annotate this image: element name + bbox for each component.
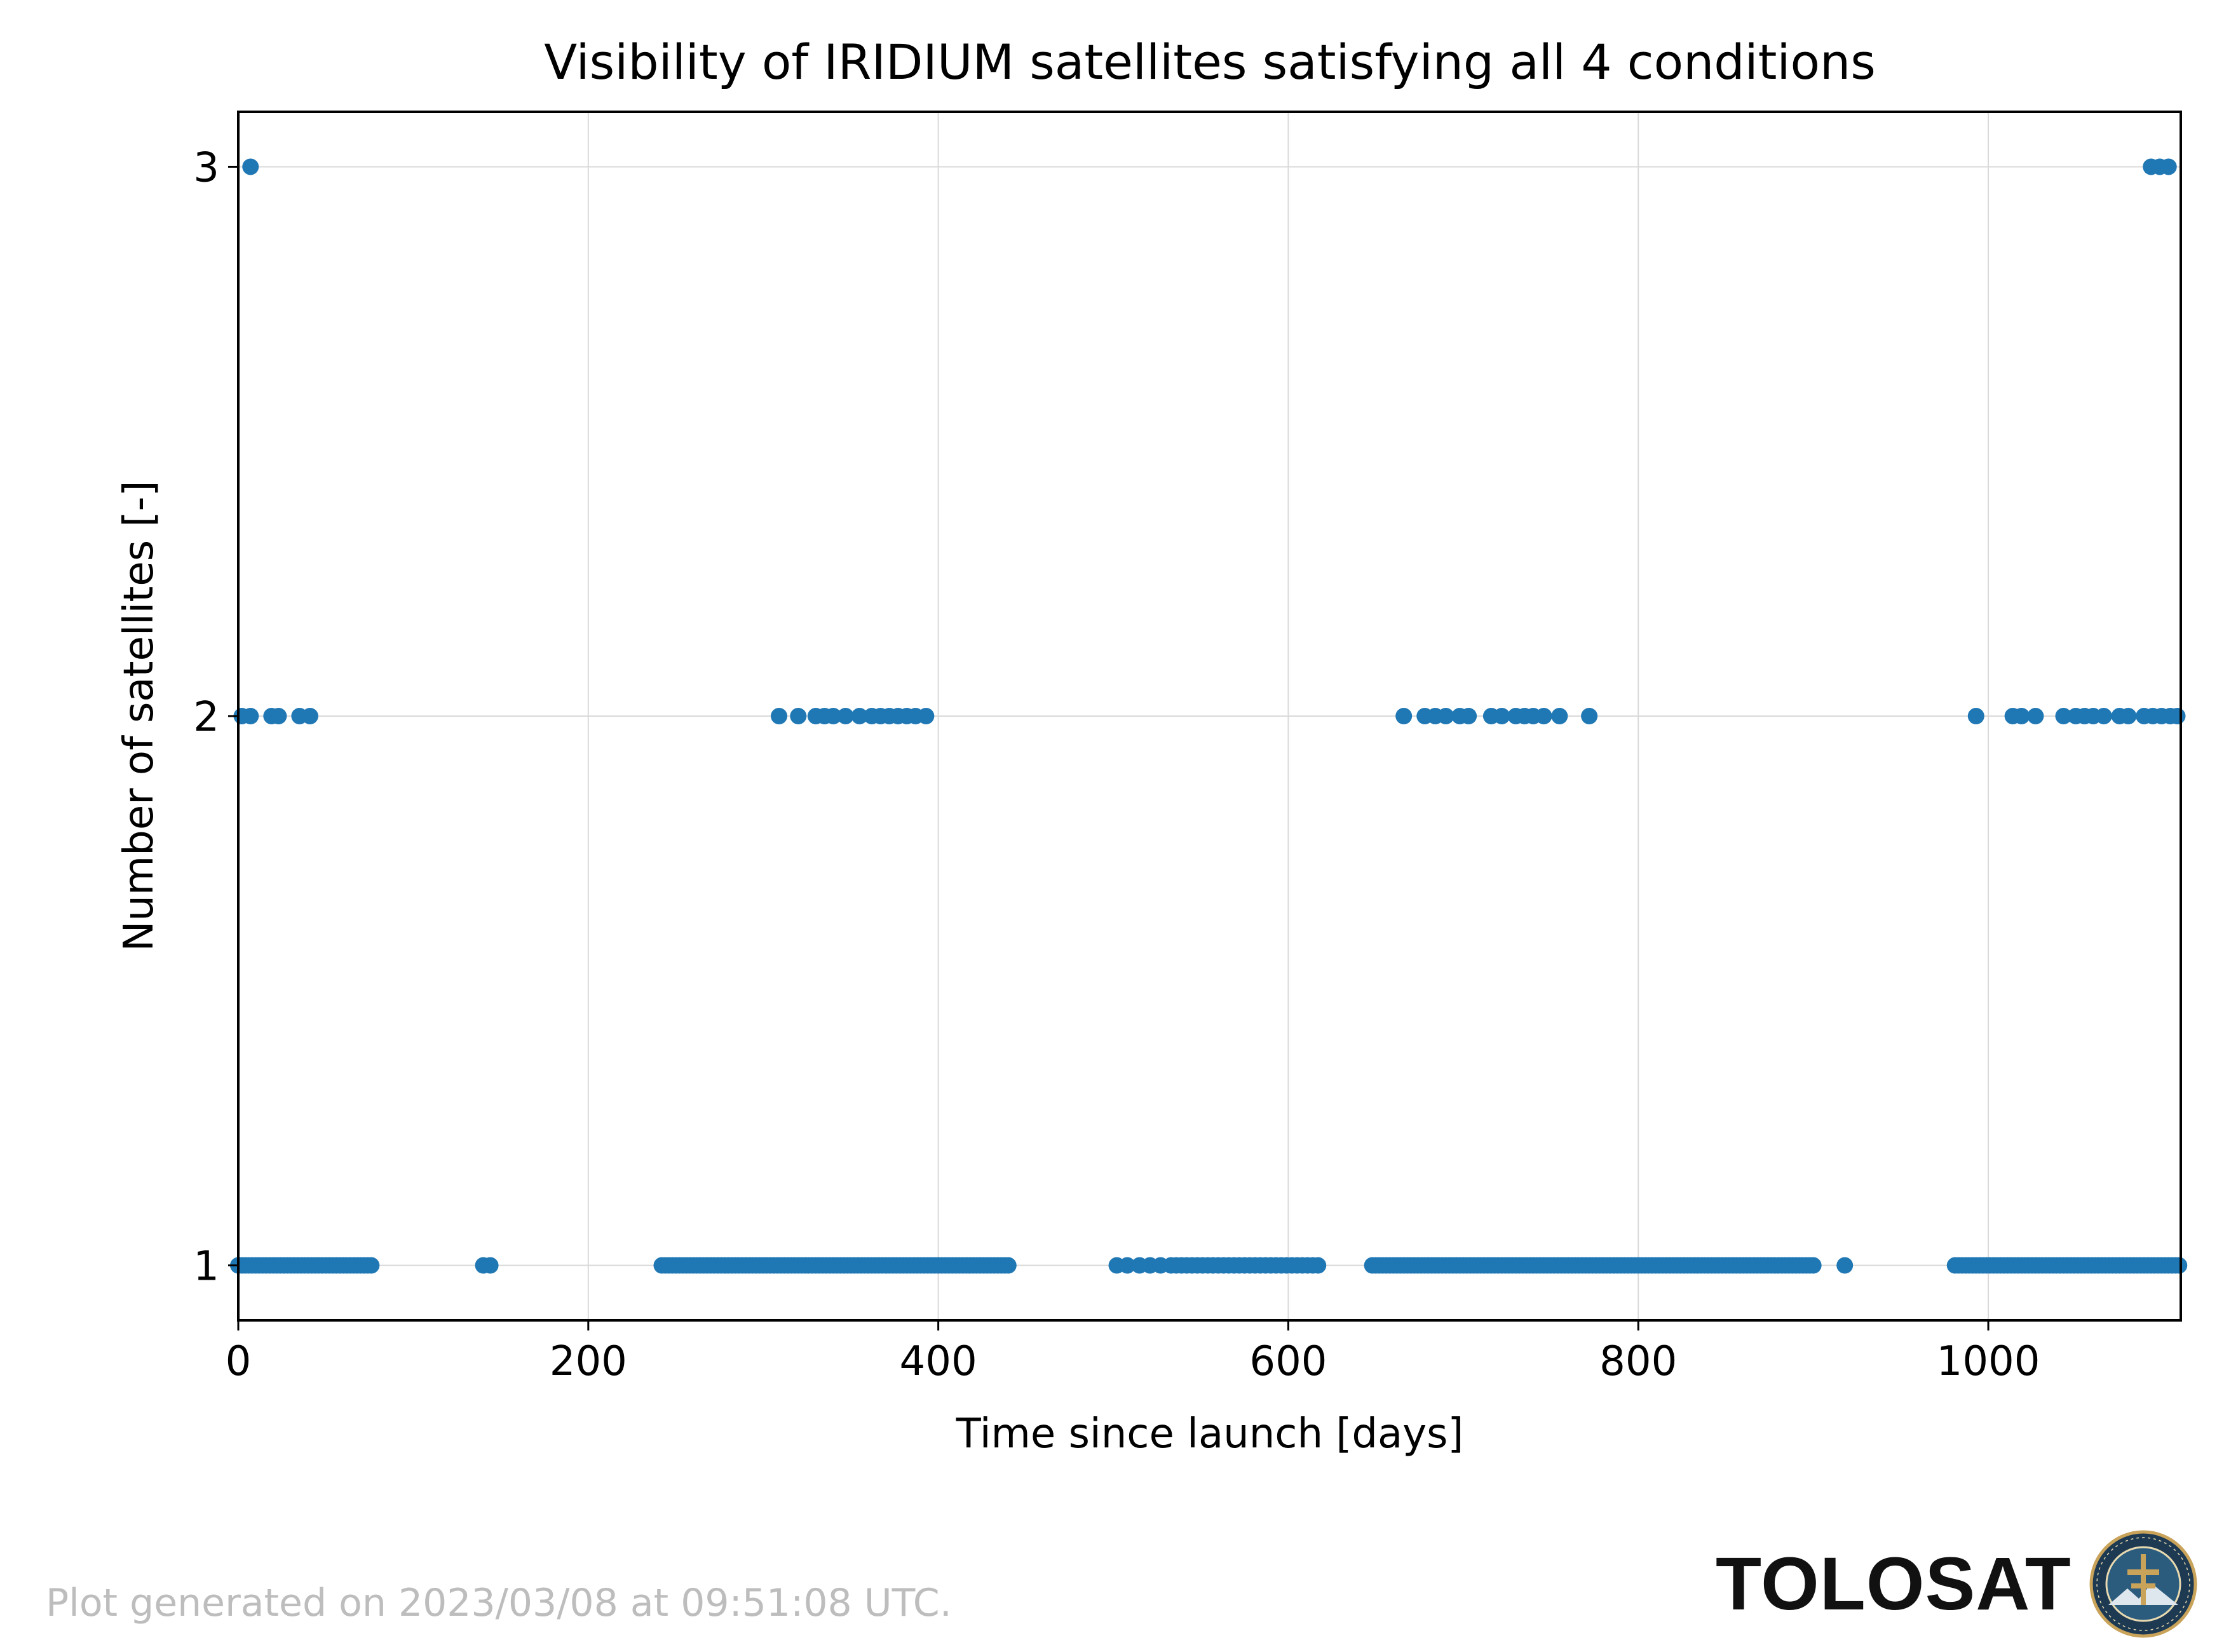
data-point: [2013, 708, 2030, 724]
data-point: [242, 708, 259, 724]
y-axis-ticks: 1 2 3: [193, 144, 238, 1290]
data-point: [825, 708, 842, 724]
x-tick-label: 600: [1249, 1338, 1327, 1385]
x-tick-label: 800: [1599, 1338, 1677, 1385]
data-point: [837, 708, 854, 724]
data-point: [1460, 708, 1477, 724]
data-point: [1836, 1257, 1854, 1274]
data-point: [270, 708, 287, 724]
data-point: [2027, 708, 2044, 724]
data-point: [2095, 708, 2112, 724]
y-tick-label: 3: [193, 144, 219, 191]
data-point: [482, 1257, 499, 1274]
brand-name: TOLOSAT: [1716, 1542, 2071, 1626]
y-tick-label: 2: [193, 694, 219, 741]
data-point: [363, 1257, 380, 1274]
x-axis-ticks: 0 200 400 600 800 1000: [226, 1320, 2040, 1385]
grid-lines: [238, 112, 2181, 1320]
chart-title: Visibility of IRIDIUM satellites satisfy…: [544, 34, 1876, 90]
data-point: [1310, 1257, 1327, 1274]
data-points: [230, 158, 2188, 1274]
data-point: [2120, 708, 2137, 724]
data-point: [851, 708, 868, 724]
data-point: [918, 708, 935, 724]
data-point: [1395, 708, 1413, 724]
data-point: [242, 158, 259, 175]
data-point: [771, 708, 788, 724]
x-axis-label: Time since launch [days]: [956, 1411, 1464, 1458]
data-point: [1551, 708, 1568, 724]
data-point: [1581, 708, 1598, 724]
x-tick-label: 200: [550, 1338, 627, 1385]
brand-logo: TOLOSAT: [1716, 1530, 2197, 1638]
data-point: [1437, 708, 1454, 724]
data-point: [790, 708, 807, 724]
x-tick-label: 400: [900, 1338, 977, 1385]
data-point: [1000, 1257, 1017, 1274]
data-point: [2171, 1257, 2188, 1274]
y-axis-label: Number of satellites [-]: [116, 480, 163, 951]
data-point: [2055, 708, 2072, 724]
y-tick-label: 1: [193, 1243, 219, 1290]
data-point: [1493, 708, 1510, 724]
data-point: [1967, 708, 1984, 724]
generated-timestamp: Plot generated on 2023/03/08 at 09:51:08…: [46, 1581, 952, 1625]
x-tick-label: 1000: [1937, 1338, 2040, 1385]
data-point: [1535, 708, 1552, 724]
data-point: [2169, 708, 2186, 724]
data-point: [1119, 1257, 1136, 1274]
data-point: [1805, 1257, 1822, 1274]
data-point: [2160, 158, 2177, 175]
data-point: [1152, 1257, 1169, 1274]
x-tick-label: 0: [226, 1338, 252, 1385]
data-point: [301, 708, 318, 724]
tolosat-seal-icon: [2089, 1530, 2197, 1638]
